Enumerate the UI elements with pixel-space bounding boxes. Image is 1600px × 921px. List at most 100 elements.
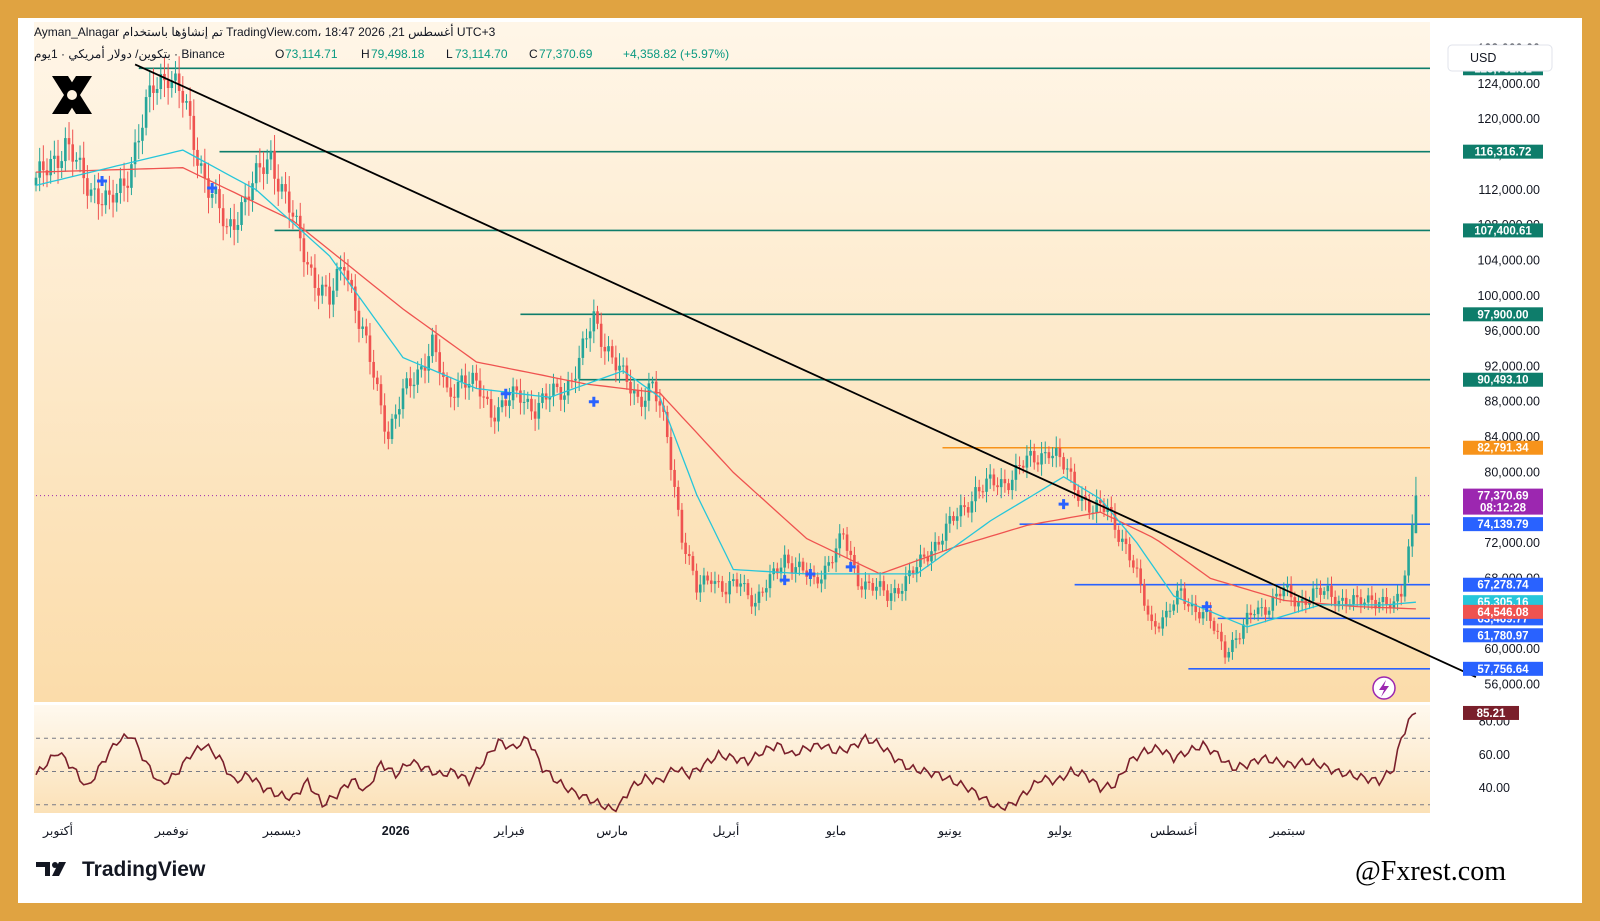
candle-body: [555, 383, 559, 387]
candle-body: [1161, 617, 1164, 629]
main-pane[interactable]: [34, 22, 1430, 702]
candle-body: [130, 164, 133, 188]
ema-fast-line: [35, 149, 1416, 628]
candle-body: [794, 567, 797, 573]
candle-body: [210, 194, 214, 198]
candle-body: [1014, 464, 1018, 480]
candle-body: [225, 226, 229, 228]
candle-body: [71, 144, 74, 162]
watermark-text: @Fxrest.com: [1355, 856, 1506, 887]
time-axis-bg[interactable]: [34, 813, 1558, 843]
candle-body: [1242, 624, 1245, 639]
candle-body: [878, 581, 882, 587]
candle-body: [867, 581, 871, 584]
candle-body: [504, 400, 508, 406]
candle-body: [141, 127, 144, 141]
candle-body: [1065, 468, 1069, 470]
candle-body: [500, 400, 504, 408]
candle-body: [592, 311, 596, 332]
candle-body: [519, 390, 522, 403]
candle-body: [313, 267, 317, 288]
candle-body: [1344, 597, 1348, 605]
candle-body: [170, 80, 174, 89]
price-tick-label: 60,000.00: [1484, 642, 1540, 656]
candle-body: [236, 224, 240, 230]
candle-body: [1352, 595, 1355, 605]
candle-body: [339, 267, 342, 269]
level-tag-label: 57,756.64: [1477, 664, 1529, 676]
candle-body: [306, 262, 309, 265]
candle-body: [530, 398, 533, 412]
candle-body: [930, 551, 933, 562]
candle-body: [78, 157, 82, 160]
month-label: يوليو: [1047, 824, 1072, 839]
level-tag: [1463, 144, 1543, 159]
lightning-icon[interactable]: [1372, 676, 1396, 700]
candle-body: [1319, 587, 1322, 595]
trendline[interactable]: [134, 63, 1477, 678]
candle-body: [115, 193, 119, 203]
candle-body: [643, 400, 647, 407]
candle-body: [1054, 447, 1058, 456]
candle-body: [89, 189, 93, 196]
candle-body: [999, 479, 1003, 488]
ohlc-close-value: 77,370.69: [539, 47, 593, 61]
candle-body: [38, 161, 41, 178]
candle-body: [596, 311, 599, 324]
candle-body: [673, 469, 676, 487]
rsi-tick-label: 60.00: [1479, 748, 1510, 762]
candle-body: [1359, 597, 1363, 606]
candle-body: [1209, 609, 1212, 621]
signal-cross-icon: [588, 396, 599, 407]
price-tag-label: 61,780.97: [1477, 630, 1528, 642]
level-tag: [1463, 517, 1543, 532]
candle-body: [743, 583, 746, 585]
candle-body: [732, 579, 735, 582]
month-label: 2026: [382, 824, 410, 838]
candle-body: [1330, 585, 1333, 597]
candle-body: [1286, 585, 1289, 588]
candle-body: [658, 401, 662, 406]
candle-body: [1300, 598, 1304, 603]
candle-body: [614, 357, 618, 371]
candle-body: [1403, 575, 1407, 597]
level-tag-label: 74,139.79: [1477, 519, 1528, 531]
candle-body: [247, 196, 251, 201]
currency-button[interactable]: USD: [1447, 44, 1553, 72]
candle-body: [108, 190, 111, 195]
candle-body: [1289, 585, 1293, 598]
candle-body: [537, 402, 541, 419]
candle-body: [632, 390, 636, 394]
candle-body: [621, 365, 625, 367]
candle-body: [772, 568, 775, 575]
price-axis-bg[interactable]: [1430, 22, 1558, 813]
candle-body: [1021, 465, 1025, 468]
candle-body: [1341, 597, 1344, 601]
candle-body: [698, 584, 702, 593]
candle-body: [342, 267, 346, 271]
candle-body: [864, 581, 867, 590]
candle-body: [251, 183, 254, 201]
candle-body: [1337, 600, 1341, 607]
candle-body: [111, 194, 115, 203]
candle-body: [166, 80, 170, 89]
signal-cross-icon: [97, 175, 108, 186]
candle-body: [405, 378, 408, 389]
candle-body: [1051, 455, 1054, 459]
signal-cross-icon: [500, 388, 511, 399]
candle-body: [1110, 507, 1113, 512]
signal-cross-icon: [207, 183, 218, 194]
level-tag-label: 67,278.74: [1477, 580, 1529, 592]
candle-body: [1187, 603, 1190, 607]
candle-body: [93, 188, 97, 190]
candle-body: [1139, 568, 1142, 585]
rsi-pane[interactable]: [34, 705, 1430, 813]
candle-body: [992, 474, 996, 486]
ohlc-change-value: +4,358.82 (+5.97%): [623, 47, 729, 61]
candle-body: [1029, 450, 1032, 456]
candle-body: [254, 163, 258, 184]
candle-body: [1407, 546, 1410, 576]
candle-body: [1183, 588, 1187, 604]
candle-body: [720, 581, 724, 592]
